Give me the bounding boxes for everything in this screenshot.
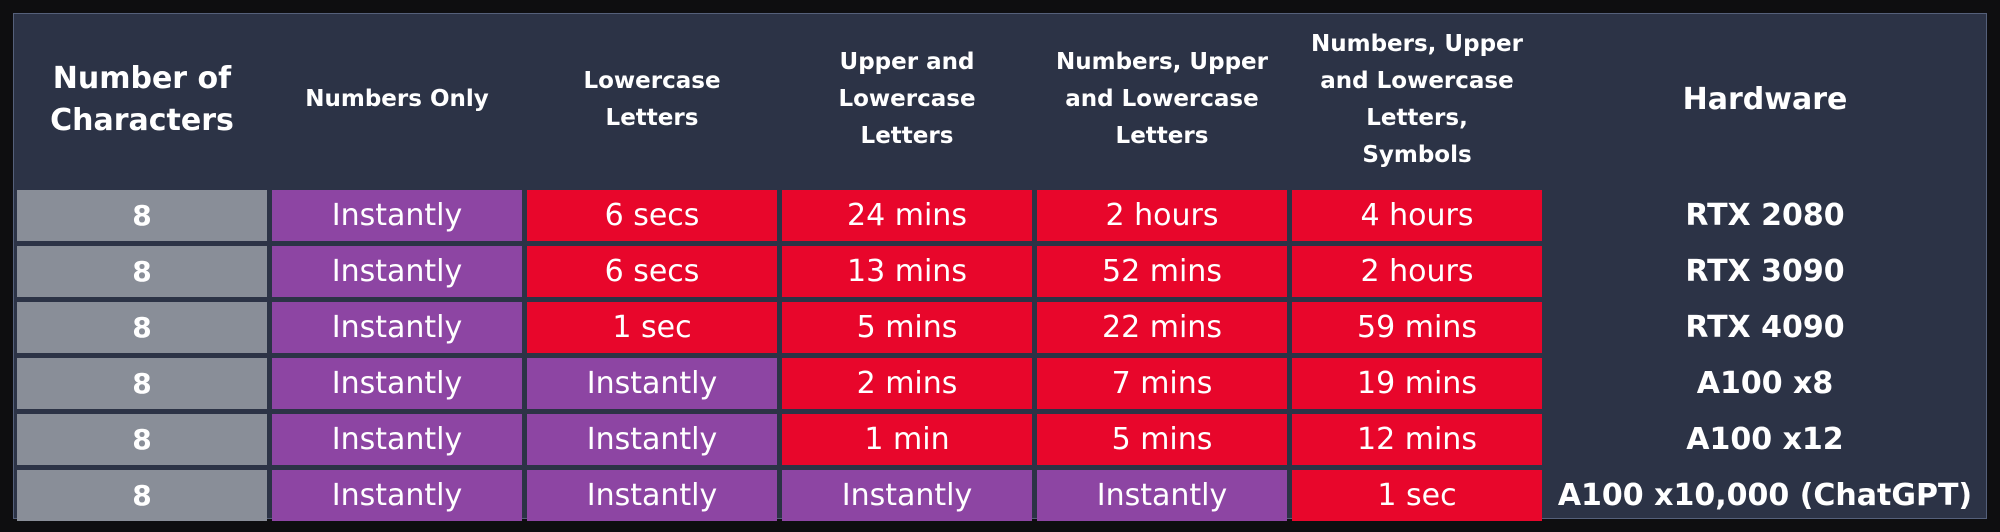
table-cell: Instantly xyxy=(272,302,522,353)
table-cell: Instantly xyxy=(272,414,522,465)
table-cell: 6 secs xyxy=(527,190,777,241)
table-panel: Number of Characters Numbers Only Lowercas… xyxy=(13,13,1987,521)
table-cell: 12 mins xyxy=(1292,414,1542,465)
table-cell: 13 mins xyxy=(782,246,1032,297)
table-cell: 2 hours xyxy=(1037,190,1287,241)
table-cell: 2 hours xyxy=(1292,246,1542,297)
table-cell: 8 xyxy=(17,302,267,353)
table-cell: 1 sec xyxy=(527,302,777,353)
table-cell: 1 sec xyxy=(1292,470,1542,521)
table-cell: Instantly xyxy=(272,470,522,521)
table-cell: Instantly xyxy=(272,190,522,241)
table-cell: 8 xyxy=(17,470,267,521)
table-cell: Instantly xyxy=(527,470,777,521)
table-cell: A100 x8 xyxy=(1696,366,1834,401)
table-cell: 8 xyxy=(17,358,267,409)
header-cell: Hardware xyxy=(1682,81,1848,117)
table-cell: 4 hours xyxy=(1292,190,1542,241)
table-cell: RTX 3090 xyxy=(1685,254,1845,289)
table-cell: 5 mins xyxy=(1037,414,1287,465)
table-cell: 8 xyxy=(17,190,267,241)
header-cell: Numbers, Upper and Lowercase Letters xyxy=(1056,49,1268,149)
table-cell: 52 mins xyxy=(1037,246,1287,297)
table-cell: 6 secs xyxy=(527,246,777,297)
table-cell: RTX 2080 xyxy=(1685,198,1845,233)
table-cell: A100 x12 xyxy=(1686,422,1844,457)
table: Number of Characters Numbers Only Lowercas… xyxy=(14,14,1986,521)
header-cell: Numbers Only xyxy=(305,86,489,112)
header-cell: Lowercase Letters xyxy=(583,67,721,131)
table-cell: Instantly xyxy=(527,358,777,409)
table-cell: 8 xyxy=(17,246,267,297)
table-cell: 5 mins xyxy=(782,302,1032,353)
table-cell: A100 x10,000 (ChatGPT) xyxy=(1557,478,1973,513)
table-cell: 8 xyxy=(17,414,267,465)
header-cell: Upper and Lowercase Letters xyxy=(838,49,976,149)
table-cell: Instantly xyxy=(527,414,777,465)
table-cell: 1 min xyxy=(782,414,1032,465)
table-cell: RTX 4090 xyxy=(1685,310,1845,345)
header-cell: Numbers, Upper and Lowercase Letters, Sy… xyxy=(1311,30,1523,168)
table-cell: 59 mins xyxy=(1292,302,1542,353)
table-cell: 24 mins xyxy=(782,190,1032,241)
table-cell: 7 mins xyxy=(1037,358,1287,409)
header-cell: Number of Characters xyxy=(50,60,234,138)
table-cell: 19 mins xyxy=(1292,358,1542,409)
table-cell: Instantly xyxy=(1037,470,1287,521)
table-cell: 2 mins xyxy=(782,358,1032,409)
table-cell: Instantly xyxy=(782,470,1032,521)
table-cell: Instantly xyxy=(272,246,522,297)
table-cell: Instantly xyxy=(272,358,522,409)
table-cell: 22 mins xyxy=(1037,302,1287,353)
